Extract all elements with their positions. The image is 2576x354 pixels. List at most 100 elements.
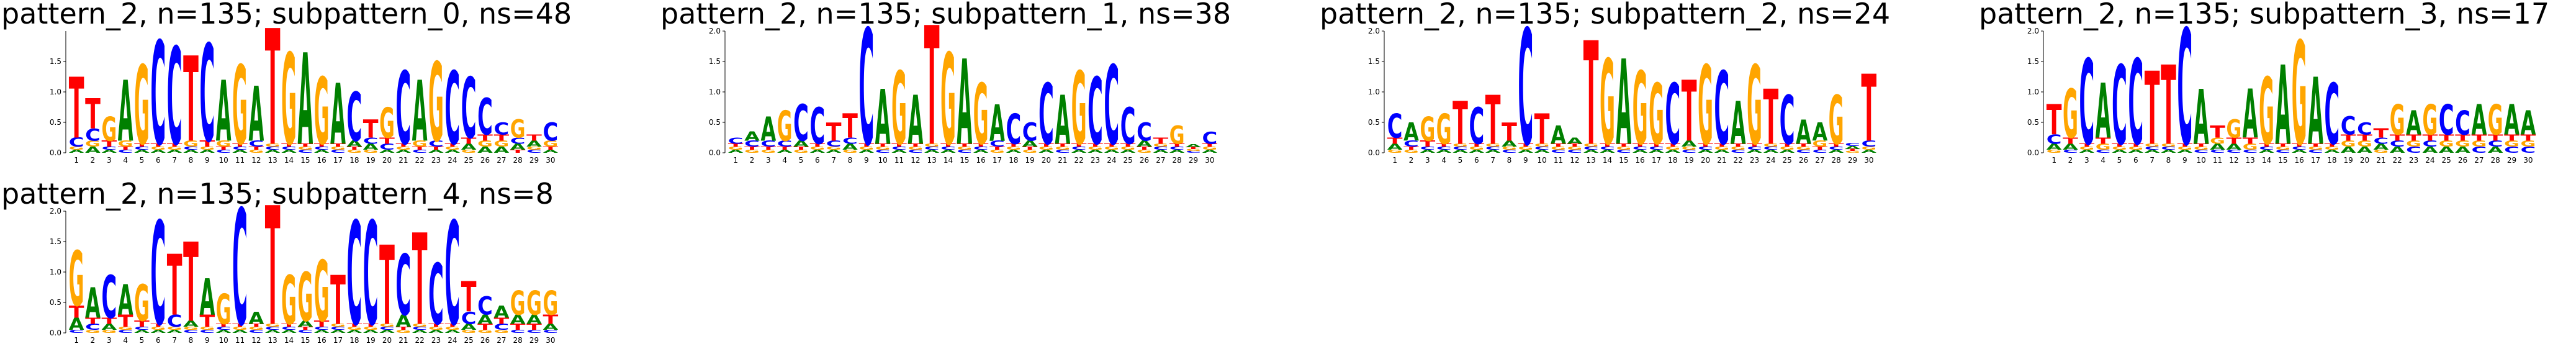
logo-letter: T — [183, 220, 199, 347]
panel-title: pattern_2, n=135; subpattern_1, ns=38 — [660, 0, 1231, 30]
logo-letter: G — [1153, 143, 1168, 148]
logo-letter: G — [1714, 146, 1729, 151]
logo-letter: A — [2422, 145, 2438, 155]
x-tick-label: 14 — [1603, 156, 1612, 165]
y-tick-label: 1.5 — [50, 237, 61, 246]
logo-letter: G — [2308, 146, 2323, 151]
logo-letter: G — [134, 43, 150, 170]
x-tick-label: 14 — [284, 156, 294, 165]
x-tick-label: 30 — [1864, 156, 1873, 165]
logo-letter: G — [346, 149, 362, 154]
logo-letter: C — [395, 238, 411, 335]
x-tick-label: 9 — [864, 156, 869, 165]
x-tick-label: 6 — [1474, 156, 1479, 165]
logo-letter: A — [973, 149, 989, 154]
logo-letter: C — [2243, 149, 2258, 154]
logo-letter: G — [793, 149, 809, 154]
logo-letter: G — [826, 146, 842, 151]
logo-letter: T — [2341, 133, 2357, 143]
logo-letter: C — [330, 149, 346, 154]
logo-letter: C — [891, 146, 907, 151]
logo-letter: G — [2357, 139, 2372, 149]
logo-letter: A — [2275, 43, 2290, 170]
logo-letter: C — [183, 146, 199, 151]
logo-letter: T — [1022, 146, 1038, 151]
logo-letter: A — [1845, 145, 1860, 150]
x-tick-label: 13 — [927, 156, 937, 165]
logo-letter: A — [1861, 149, 1876, 154]
x-tick-label: 14 — [284, 336, 294, 345]
logo-letter: T — [510, 322, 526, 332]
logo-letter: G — [510, 114, 526, 143]
logo-letter: C — [1567, 149, 1582, 154]
logo-letter: T — [1153, 136, 1169, 146]
logo-letter: A — [2112, 149, 2127, 154]
logo-letter: C — [1202, 129, 1217, 148]
logo-letter: A — [1829, 149, 1844, 154]
logo-letter: A — [444, 149, 460, 154]
logo-letter: A — [428, 329, 444, 334]
logo-letter: A — [2128, 149, 2143, 154]
logo-letter: G — [85, 329, 101, 334]
logo-panel: pattern_2, n=135; subpattern_3, ns=17 0.0… — [1979, 0, 2549, 182]
logo-letter: G — [2243, 142, 2258, 152]
logo-letter: C — [297, 329, 313, 334]
logo-letter: C — [907, 149, 923, 154]
logo-letter: G — [167, 326, 182, 331]
y-tick-label: 0.5 — [1368, 118, 1380, 127]
x-tick-label: 17 — [333, 156, 343, 165]
logo-letter: T — [1104, 143, 1120, 148]
logo-letter: G — [1616, 146, 1631, 151]
logo-letter: C — [2422, 139, 2438, 149]
x-tick-label: 13 — [268, 156, 277, 165]
logo-letter: A — [2161, 149, 2176, 154]
logo-letter: G — [924, 143, 940, 148]
x-tick-label: 18 — [2327, 156, 2336, 165]
logo-letter: C — [940, 146, 956, 151]
x-tick-label: 28 — [513, 336, 523, 345]
logo-letter: T — [2520, 133, 2536, 143]
logo-letter: G — [199, 326, 215, 331]
logo-letter: G — [199, 146, 215, 151]
logo-letter: T — [1567, 143, 1583, 148]
logo-letter: T — [1796, 143, 1812, 148]
logo-letter: T — [1120, 143, 1137, 148]
logo-letter: T — [297, 143, 313, 148]
logo-letter: A — [395, 312, 411, 331]
logo-letter: G — [216, 285, 232, 334]
logo-letter: A — [1071, 149, 1087, 154]
x-tick-label: 28 — [1173, 156, 1182, 165]
logo-letter: T — [199, 139, 215, 149]
logo-letter: C — [199, 17, 215, 173]
x-tick-label: 12 — [2229, 156, 2238, 165]
logo-letter: A — [150, 329, 166, 334]
logo-letter: A — [281, 329, 297, 334]
logo-letter: C — [858, 0, 874, 182]
logo-letter: G — [1186, 148, 1201, 152]
logo-letter: A — [510, 142, 526, 152]
logo-letter: C — [134, 326, 150, 331]
logo-letter: T — [118, 146, 134, 151]
logo-letter: C — [101, 146, 117, 151]
logo-letter: A — [85, 145, 101, 155]
logo-letter: C — [183, 329, 199, 334]
x-tick-label: 2 — [91, 156, 96, 165]
logo-letter: G — [232, 43, 248, 170]
x-tick-label: 6 — [156, 156, 161, 165]
logo-letter: C — [973, 146, 989, 151]
logo-letter: C — [793, 94, 809, 153]
x-tick-label: 4 — [123, 336, 128, 345]
logo-letter: G — [2422, 96, 2438, 145]
x-tick-label: 8 — [189, 336, 194, 345]
logo-letter: C — [1633, 146, 1648, 151]
x-tick-label: 18 — [1009, 156, 1018, 165]
x-tick-label: 16 — [1636, 156, 1645, 165]
logo-letter: G — [809, 146, 825, 151]
logo-letter: A — [2520, 104, 2536, 143]
x-tick-label: 15 — [1619, 156, 1628, 165]
logo-letter: G — [118, 326, 133, 331]
x-tick-label: 1 — [74, 336, 79, 345]
logo-letter: G — [842, 149, 858, 154]
x-tick-label: 27 — [497, 336, 506, 345]
